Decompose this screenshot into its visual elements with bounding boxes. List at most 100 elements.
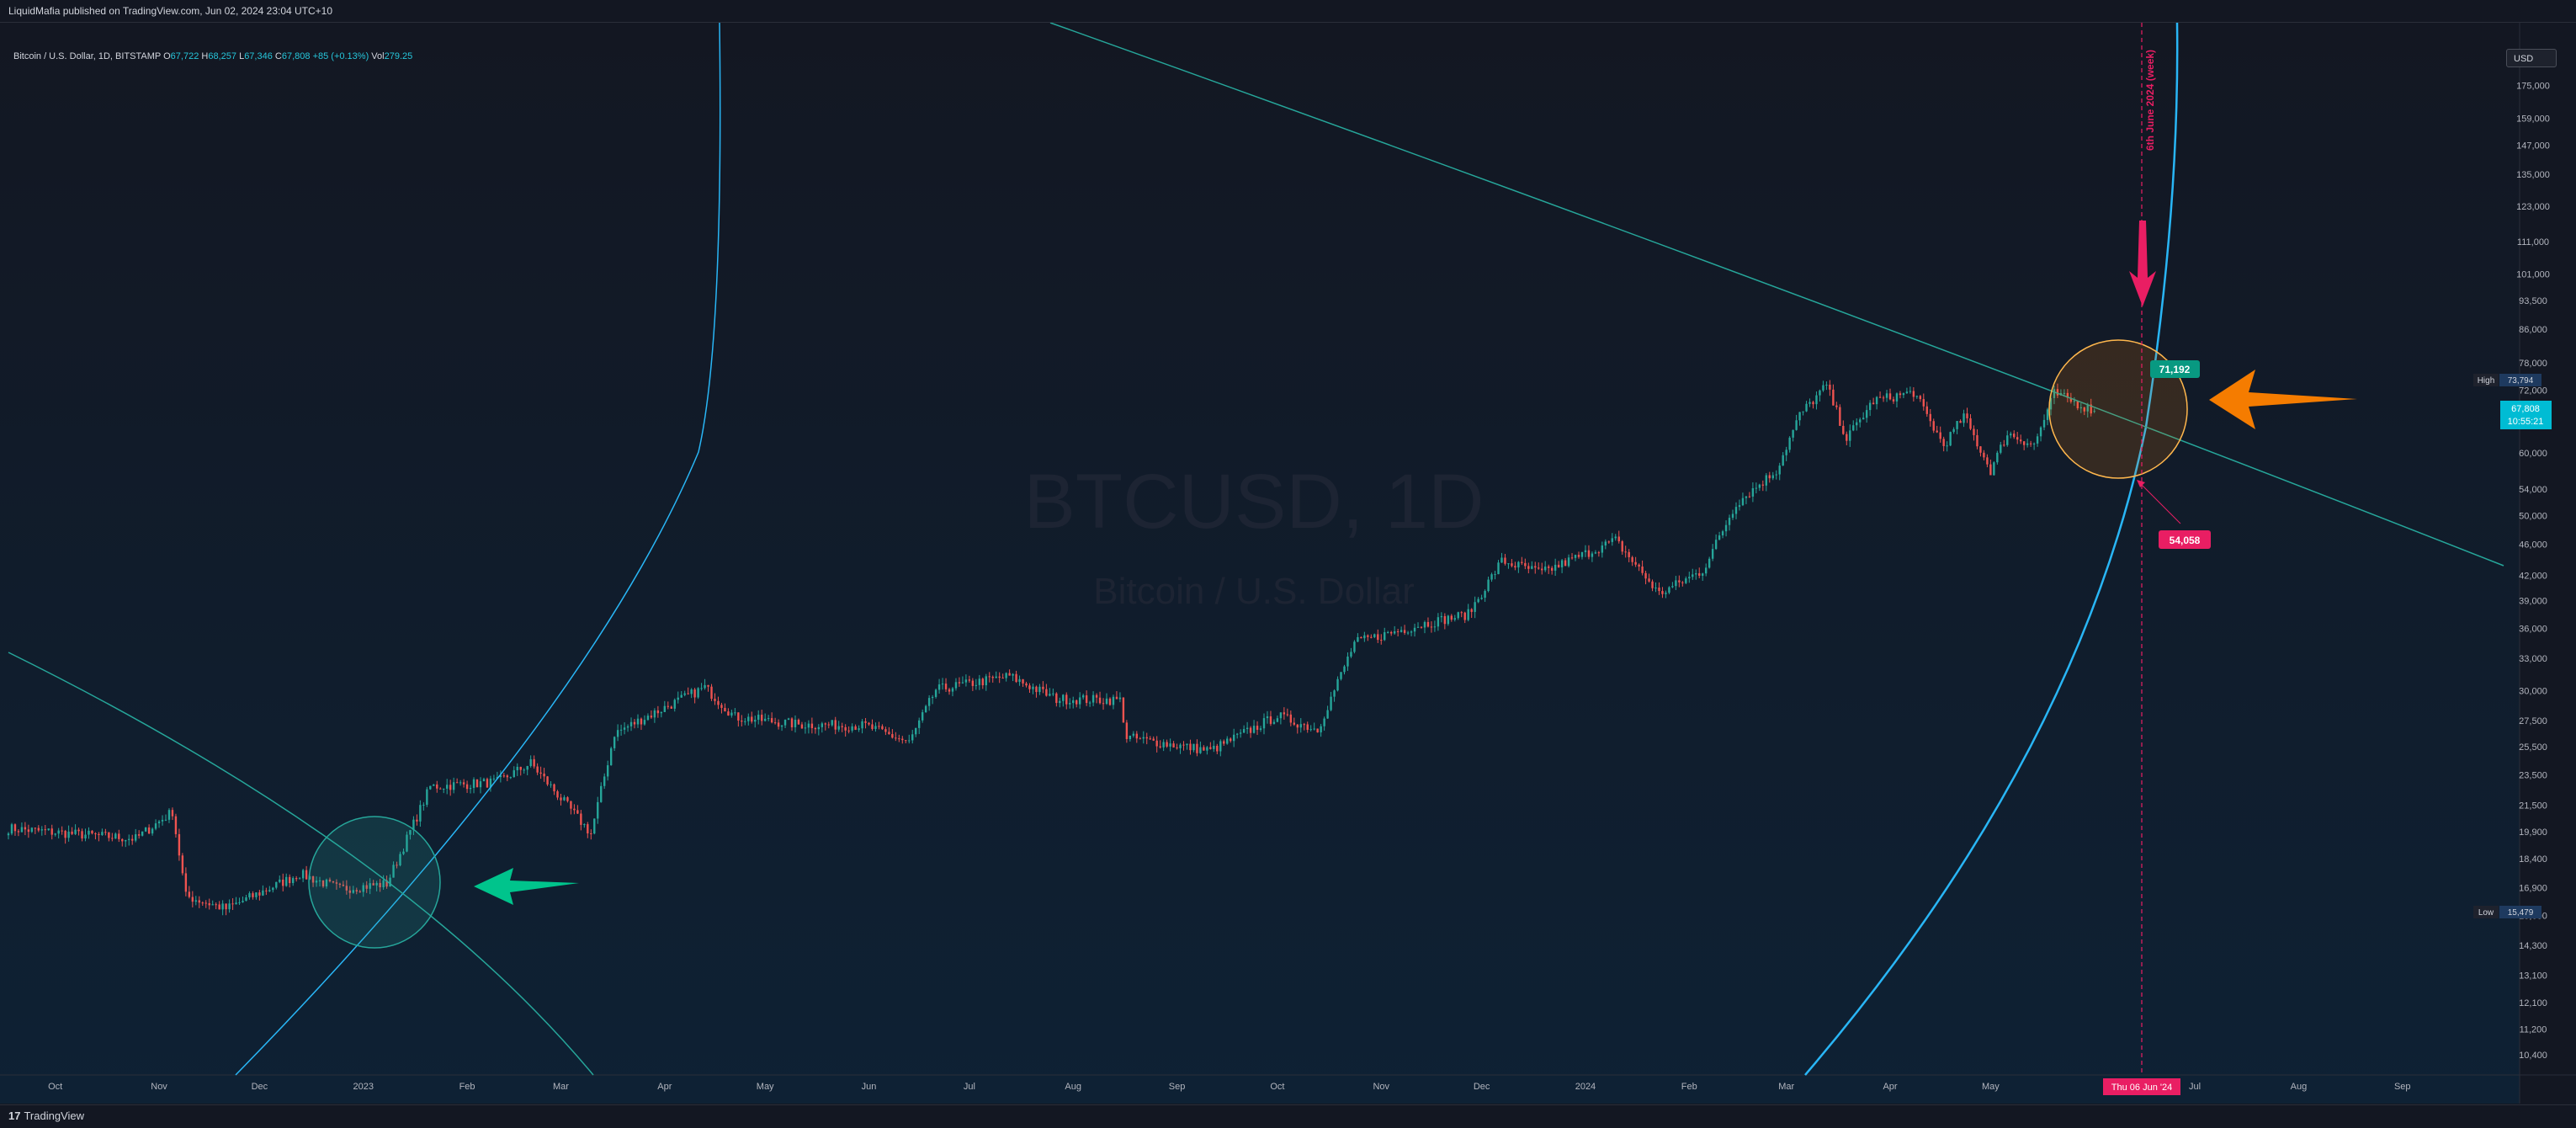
candle-body: [1387, 631, 1389, 633]
candle-body: [1105, 698, 1108, 705]
candle-body: [1731, 513, 1734, 519]
candle-body: [1353, 641, 1356, 652]
price-chart[interactable]: BTCUSD, 1D Bitcoin / U.S. Dollar 6th Jun…: [0, 23, 2576, 1104]
candle-body: [1560, 560, 1564, 567]
candle-body: [1135, 733, 1139, 739]
candle-body: [2019, 439, 2022, 442]
candle-body: [1129, 735, 1132, 739]
candle-body: [1447, 615, 1450, 625]
candle-body: [1878, 396, 1882, 398]
candle-body: [1166, 742, 1168, 747]
candle-body: [1118, 697, 1122, 700]
candle-body: [1088, 702, 1091, 704]
candle-body: [908, 740, 911, 742]
candle-body: [1775, 474, 1777, 476]
candle-body: [1809, 402, 1811, 404]
time-tick-label: 2023: [353, 1082, 373, 1092]
candle-body: [13, 824, 17, 832]
candle-body: [1993, 462, 1995, 476]
candle-body: [1832, 389, 1835, 406]
time-axis[interactable]: Oct Nov Dec 2023 Feb Mar Apr May Jun Jul Aug Sep Oct…: [48, 1082, 2410, 1092]
candle-body: [1142, 737, 1145, 739]
candle-body: [1795, 420, 1798, 430]
candle-body: [2076, 401, 2079, 409]
candle-body: [881, 726, 884, 730]
candle-body: [225, 903, 227, 910]
candle-body: [282, 879, 284, 886]
candle-body: [416, 819, 418, 822]
candle-body: [590, 833, 592, 834]
candle-body: [1363, 635, 1366, 639]
candle-body: [663, 705, 667, 712]
price-tick-label: 10,400: [2519, 1051, 2547, 1061]
candle-body: [1403, 630, 1406, 633]
candle-body: [2086, 404, 2089, 412]
time-tick-label: 2024: [1575, 1082, 1596, 1092]
candle-body: [50, 828, 53, 835]
price-tick-label: 135,000: [2516, 170, 2550, 180]
candle-body: [724, 707, 726, 712]
candle-body: [934, 689, 937, 697]
time-tick-label: Dec: [1474, 1082, 1490, 1092]
candle-body: [2039, 427, 2042, 437]
candle-body: [1567, 557, 1570, 567]
candle-body: [1852, 425, 1855, 431]
candle-body: [1400, 630, 1403, 632]
tradingview-logo[interactable]: 17 TradingView: [8, 1109, 84, 1122]
candle-body: [2049, 397, 2053, 410]
candle-body: [1370, 636, 1373, 638]
candle-body: [1504, 557, 1506, 564]
candle-body: [1932, 421, 1935, 431]
candle-body: [871, 724, 874, 729]
legend-open-label: O: [163, 51, 171, 61]
candle-body: [443, 788, 445, 790]
candle-body: [539, 772, 542, 774]
candle-body: [1885, 393, 1888, 398]
candle-body: [566, 797, 569, 801]
candle-body: [1440, 615, 1443, 618]
candle-body: [1661, 591, 1664, 594]
candle-body: [1745, 496, 1748, 498]
candle-body: [198, 900, 200, 903]
candle-body: [787, 718, 790, 721]
time-tick-label: Apr: [657, 1082, 672, 1092]
candle-body: [633, 721, 636, 725]
candle-body: [513, 770, 515, 778]
candle-body: [275, 881, 278, 888]
candle-body: [837, 726, 840, 730]
candle-body: [619, 729, 623, 731]
chart-area[interactable]: BTCUSD, 1D Bitcoin / U.S. Dollar 6th Jun…: [0, 23, 2576, 1104]
candle-body: [44, 829, 46, 831]
candle-body: [697, 688, 699, 698]
candle-body: [1963, 413, 1965, 423]
candle-body: [1015, 673, 1017, 683]
candle-body: [1269, 716, 1272, 724]
trendline-right: [1049, 23, 2504, 567]
tradingview-logo-icon: 17: [8, 1109, 21, 1122]
candle-body: [1614, 536, 1617, 539]
candle-body: [208, 902, 210, 906]
candle-body: [1309, 729, 1312, 731]
candle-body: [1698, 573, 1701, 576]
candle-body: [1286, 714, 1289, 716]
legend-low-value: 67,346: [244, 51, 273, 61]
candle-body: [399, 854, 401, 865]
candle-body: [995, 676, 997, 678]
candle-body: [1554, 564, 1557, 571]
candle-body: [332, 881, 335, 883]
candle-body: [1570, 557, 1574, 559]
candle-body: [1969, 418, 1972, 429]
candle-body: [1289, 714, 1293, 723]
candle-body: [1671, 586, 1674, 588]
candle-body: [1062, 694, 1065, 701]
candle-body: [57, 830, 60, 834]
candle-body: [1634, 561, 1637, 565]
candle-body: [1514, 566, 1516, 568]
candle-body: [2042, 419, 2046, 428]
candle-body: [301, 870, 305, 879]
candle-body: [1651, 581, 1654, 588]
currency-selector[interactable]: USD: [2506, 49, 2557, 67]
candle-body: [653, 710, 656, 718]
candle-body: [911, 734, 914, 741]
candle-body: [289, 876, 291, 884]
